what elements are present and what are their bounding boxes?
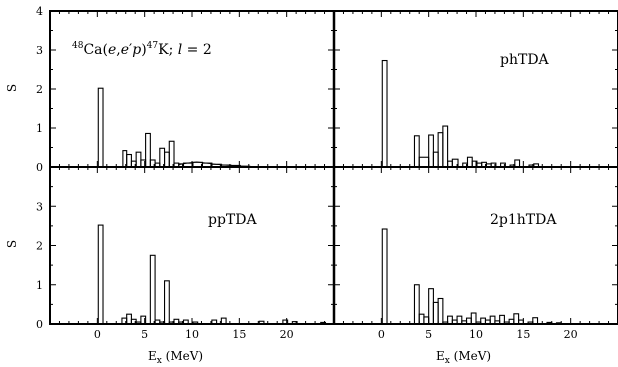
panel-bottom-right-xlabel: Ex (MeV)	[436, 349, 491, 366]
x-tick-label: 5	[141, 328, 148, 341]
xlabel-unit: (MeV)	[162, 349, 203, 363]
x-tick-label: 0	[378, 328, 385, 341]
figure-frame	[49, 10, 618, 325]
y-tick-label: 1	[36, 122, 43, 135]
reaction-mass-a: 48	[72, 41, 84, 51]
histogram-bar	[423, 316, 430, 325]
histogram-bar	[164, 151, 170, 168]
xlabel-sub: x	[445, 356, 450, 366]
reaction-prime: ′	[129, 42, 132, 58]
reaction-e1: e	[108, 42, 116, 58]
xlabel-main: E	[148, 349, 157, 363]
histogram-bar	[432, 151, 439, 168]
reaction-p: p	[132, 42, 141, 58]
x-tick-label: 10	[185, 328, 199, 341]
reaction-paren-close: )	[141, 42, 146, 58]
panel-top-left-ticks: 0 1 2 3 4	[36, 5, 335, 174]
panel-bottom-left-label: ppTDA	[208, 212, 257, 228]
panel-top-right-label: phTDA	[500, 52, 550, 68]
reaction-element-a: Ca	[83, 42, 102, 58]
histogram-bar	[126, 153, 132, 168]
histogram-bar	[514, 159, 521, 168]
panel-bottom-left-marks	[97, 224, 327, 325]
panel-bottom-right-marks	[381, 228, 562, 325]
panel-bottom-right-label: 2p1hTDA	[490, 212, 557, 228]
x-tick-label: 15	[232, 328, 246, 341]
reaction-mass-b: 47	[147, 41, 159, 51]
histogram-bar	[447, 315, 453, 325]
histogram-bar	[442, 125, 449, 168]
y-tick-label: 0	[36, 161, 43, 174]
x-tick-label: 20	[564, 328, 578, 341]
histogram-bar	[97, 87, 104, 168]
histogram-bar	[168, 140, 175, 168]
histogram-bar	[381, 59, 388, 168]
reaction-paren-open: (	[103, 42, 108, 58]
y-tick-label: 2	[36, 83, 43, 96]
x-tick-label: 15	[516, 328, 530, 341]
y-tick-label: 2	[36, 240, 43, 253]
y-tick-label: 0	[36, 318, 43, 331]
histogram-bar	[466, 156, 473, 168]
histogram-bar	[418, 156, 430, 168]
panel-bottom-right: 0 5 10 15 20 2p1hTDA Ex (MeV)	[333, 166, 618, 366]
xlabel-unit: (MeV)	[450, 349, 491, 363]
x-tick-label: 0	[94, 328, 101, 341]
histogram-bar	[126, 313, 132, 325]
histogram-bar	[145, 132, 151, 168]
reaction-e2: e	[121, 42, 129, 58]
histogram-bar	[149, 254, 156, 325]
xlabel-main: E	[436, 349, 445, 363]
histogram-bar	[413, 135, 420, 168]
xlabel-sub: x	[157, 356, 162, 366]
panel-top-left-marks	[97, 87, 268, 168]
histogram-bar	[428, 288, 434, 325]
histogram-bar	[428, 134, 434, 168]
histogram-bar	[413, 284, 420, 325]
x-tick-label: 10	[469, 328, 483, 341]
reaction-semicolon: ;	[169, 42, 178, 58]
x-tick-label: 5	[425, 328, 432, 341]
histogram-bar	[456, 315, 463, 325]
histogram-bar	[381, 228, 388, 325]
panel-top-right-marks	[381, 59, 540, 168]
histogram-bar	[513, 313, 520, 325]
reaction-l-value: = 2	[182, 42, 212, 58]
reaction-element-b: K	[158, 42, 169, 58]
panel-bottom-left-xlabel: Ex (MeV)	[148, 349, 203, 366]
histogram-bar	[489, 315, 496, 325]
panel-top-left-ylabel: S	[5, 84, 19, 92]
y-tick-label: 3	[36, 44, 43, 57]
reaction-l-symbol: l	[178, 42, 182, 58]
panel-top-left-label: 48Ca(e,e′p)47K; l = 2	[72, 41, 212, 58]
histogram-bar	[164, 280, 170, 325]
histogram-bar	[432, 301, 439, 325]
panel-bottom-left: 0 1 2 3 0 5 10 15 20 ppTDA S Ex (MeV)	[5, 166, 335, 366]
panel-bottom-left-ylabel: S	[5, 240, 19, 248]
histogram-bar	[135, 151, 142, 168]
panel-bottom-left-ticks: 0 1 2 3 0 5 10 15 20	[36, 166, 335, 341]
y-tick-label: 1	[36, 279, 43, 292]
histogram-bar	[470, 312, 477, 325]
histogram-bar	[437, 297, 444, 325]
reaction-comma: ,	[116, 42, 120, 58]
panel-top-right: phTDA	[333, 10, 618, 168]
x-tick-label: 20	[280, 328, 294, 341]
histogram-bar	[499, 314, 505, 325]
histogram-bar	[97, 224, 104, 325]
y-tick-label: 4	[36, 5, 43, 18]
histogram-bar	[418, 313, 425, 325]
panel-top-right-ticks	[333, 10, 618, 168]
histogram-bar	[437, 132, 444, 168]
y-tick-label: 3	[36, 200, 43, 213]
